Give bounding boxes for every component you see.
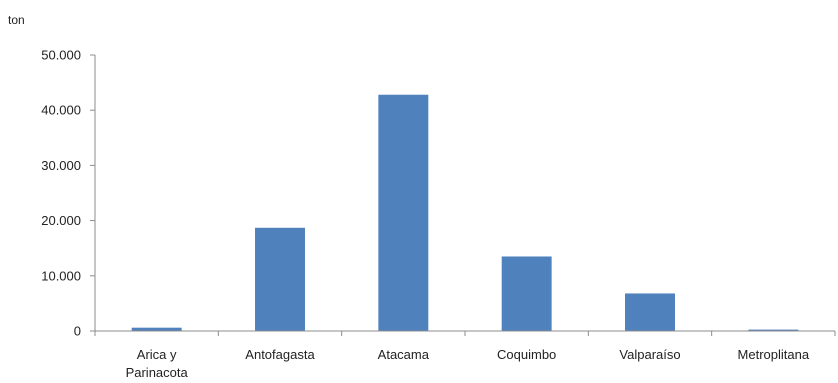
y-tick-label: 10.000 bbox=[41, 268, 81, 283]
x-tick-label: Arica y Parinacota bbox=[126, 347, 189, 380]
y-tick-label: 30.000 bbox=[41, 158, 81, 173]
y-tick-label: 0 bbox=[74, 324, 81, 339]
y-tick-label: 50.000 bbox=[41, 48, 81, 63]
y-tick-label: 40.000 bbox=[41, 103, 81, 118]
bar bbox=[131, 327, 182, 331]
bar bbox=[255, 227, 305, 331]
x-tick-label: Coquimbo bbox=[497, 347, 556, 362]
x-tick-label: Valparaíso bbox=[619, 347, 680, 362]
bar bbox=[501, 256, 552, 331]
bar bbox=[625, 293, 675, 331]
y-axis: 0 10.000 20.000 30.000 40.000 50.000 bbox=[41, 48, 96, 339]
y-unit-label: ton bbox=[8, 13, 25, 27]
x-tick-label: Antofagasta bbox=[245, 347, 315, 362]
y-tick-label: 20.000 bbox=[41, 213, 81, 228]
bar bbox=[378, 94, 429, 331]
bar bbox=[748, 329, 799, 331]
x-tick-label: Atacama bbox=[378, 347, 430, 362]
bars bbox=[131, 94, 799, 331]
x-axis: Arica y Parinacota Antofagasta Atacama Coqui… bbox=[94, 330, 836, 380]
x-tick-label: Metroplitana bbox=[738, 347, 810, 362]
